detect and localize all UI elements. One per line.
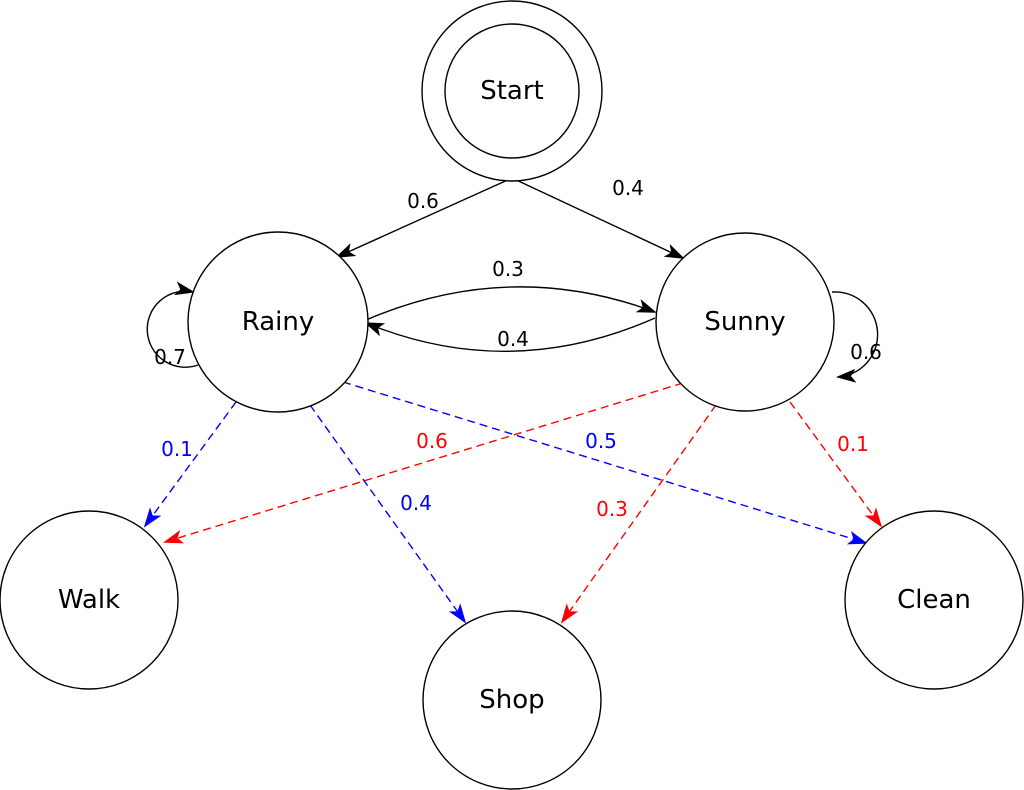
edge-label-sunny-rainy: 0.4	[497, 327, 529, 351]
edge-rainy-sunny	[365, 286, 657, 321]
node-circle-sunny	[655, 232, 835, 412]
edge-rainy-walk	[143, 401, 237, 528]
edge-label-sunny-clean: 0.1	[837, 432, 869, 456]
edge-sunny-clean	[789, 401, 883, 528]
edge-label-rainy-sunny: 0.3	[492, 257, 524, 281]
edge-label-start-sunny: 0.4	[612, 176, 644, 200]
edge-label-rainy-walk: 0.1	[161, 437, 193, 461]
node-walk: Walk	[0, 510, 179, 690]
node-rainy: Rainy	[187, 231, 369, 413]
edge-label-sunny-sunny: 0.6	[850, 340, 882, 364]
node-label-rainy: Rainy	[242, 307, 315, 337]
edge-label-rainy-clean: 0.5	[585, 429, 617, 453]
edge-rainy-clean	[342, 381, 868, 545]
node-start: Start	[421, 0, 603, 182]
node-sunny: Sunny	[655, 232, 835, 412]
labels-layer: 0.6 0.4 0.3 0.4 0.7 0.6 0.1 0.4 0.5 0.6 0.3 0.1	[154, 176, 882, 521]
edge-rainy-shop	[309, 404, 467, 624]
edge-label-start-rainy: 0.6	[407, 189, 439, 213]
edge-label-sunny-walk: 0.6	[416, 429, 448, 453]
edge-start-rainy	[335, 177, 513, 258]
node-circle-walk	[0, 510, 179, 690]
node-circle-start	[421, 0, 603, 182]
node-label-shop: Shop	[479, 685, 544, 715]
node-circle-shop	[422, 610, 602, 790]
edge-label-rainy-shop: 0.4	[400, 491, 432, 515]
edge-start-sunny	[511, 177, 685, 259]
node-circle-rainy	[187, 231, 369, 413]
node-label-clean: Clean	[897, 585, 971, 615]
edge-label-sunny-shop: 0.3	[596, 497, 628, 521]
node-label-start: Start	[480, 76, 544, 106]
edge-sunny-shop	[560, 404, 717, 624]
node-shop: Shop	[422, 610, 602, 790]
edge-rainy-rainy	[146, 281, 199, 368]
node-clean: Clean	[844, 510, 1024, 690]
edge-sunny-rainy	[364, 317, 656, 352]
node-circle-clean	[844, 510, 1024, 690]
edge-label-rainy-rainy: 0.7	[154, 345, 186, 369]
node-inner-circle-start	[444, 23, 580, 159]
node-label-walk: Walk	[58, 585, 120, 615]
edge-sunny-sunny	[831, 291, 879, 383]
edges-layer	[143, 177, 883, 624]
node-label-sunny: Sunny	[704, 307, 785, 337]
